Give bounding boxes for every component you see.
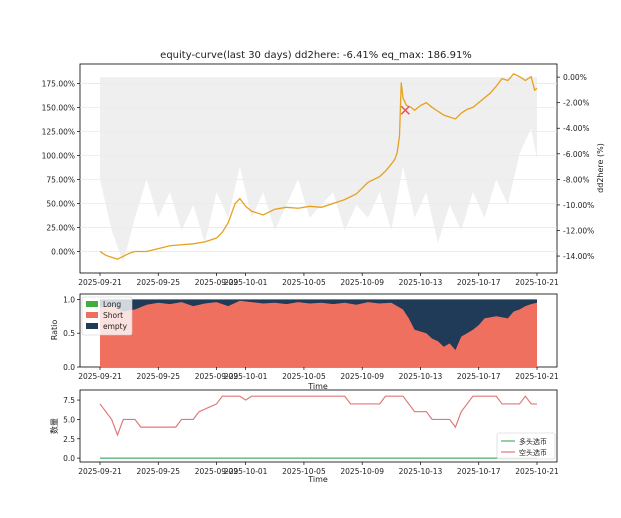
chart3-y-label: 数量 xyxy=(49,418,59,434)
x-tick-label: 2025-10-17 xyxy=(457,467,501,476)
x-tick-label: 2025-09-29 xyxy=(195,372,239,381)
legend-swatch xyxy=(86,301,98,307)
x-tick-label: 2025-10-09 xyxy=(340,278,384,287)
y-tick-label: 1.0 xyxy=(63,295,75,304)
chart1-equity-series xyxy=(99,72,538,260)
chart1-title: equity-curve(last 30 days) dd2here: -6.4… xyxy=(160,50,472,61)
x-tick-label: 2025-09-21 xyxy=(78,372,122,381)
y2-tick-label: -12.00% xyxy=(563,226,594,235)
x-tick-label: 2025-09-25 xyxy=(136,372,180,381)
y-tick-label: 50.00% xyxy=(46,199,75,208)
y-tick-label: 0.0 xyxy=(63,363,75,372)
y-tick-label: 175.00% xyxy=(42,79,75,88)
x-tick-label: 2025-10-05 xyxy=(282,278,326,287)
y-tick-label: 75.00% xyxy=(46,175,75,184)
x-tick-label: 2025-10-01 xyxy=(224,372,268,381)
series-line xyxy=(99,395,537,437)
chart2-y-ticks: 0.0 0.5 1.0 xyxy=(63,295,80,372)
x-tick-label: 2025-10-09 xyxy=(340,467,384,476)
y-tick-label: 100.00% xyxy=(42,151,75,160)
x-tick-label: 2025-10-13 xyxy=(399,467,443,476)
chart1-y2-label: dd2here (%) xyxy=(596,143,605,193)
x-tick-label: 2025-10-13 xyxy=(399,278,443,287)
y2-tick-label: -6.00% xyxy=(563,150,590,159)
x-tick-label: 2025-09-25 xyxy=(136,278,180,287)
legend-swatch xyxy=(86,323,98,329)
legend-label: Long xyxy=(103,300,121,309)
y2-tick-label: -2.00% xyxy=(563,99,590,108)
equity-line xyxy=(99,72,538,260)
chart1-drawdown-series xyxy=(100,77,537,263)
y-tick-label: 0.00% xyxy=(51,247,75,256)
x-tick-label: 2025-10-01 xyxy=(224,278,268,287)
y-tick-label: 125.00% xyxy=(42,127,75,136)
y2-tick-label: -8.00% xyxy=(563,175,590,184)
drawdown-area xyxy=(100,77,537,263)
x-tick-label: 2025-10-21 xyxy=(515,467,559,476)
x-tick-label: 2025-10-21 xyxy=(515,372,559,381)
y-tick-label: 7.5 xyxy=(63,396,75,405)
x-tick-label: 2025-10-21 xyxy=(515,278,559,287)
legend-swatch xyxy=(86,312,98,318)
chart3-x-label: Time xyxy=(307,475,328,484)
x-tick-label: 2025-09-21 xyxy=(78,278,122,287)
y-tick-label: 5.0 xyxy=(63,415,75,424)
chart2-legend: Long Short empty xyxy=(81,296,133,336)
x-tick-label: 2025-09-21 xyxy=(78,467,122,476)
y-tick-label: 0.0 xyxy=(63,454,75,463)
legend-label: empty xyxy=(103,322,128,331)
x-tick-label: 2025-09-29 xyxy=(195,278,239,287)
x-tick-label: 2025-10-05 xyxy=(282,467,326,476)
x-tick-label: 2025-09-29 xyxy=(195,467,239,476)
y-tick-label: 2.5 xyxy=(63,435,75,444)
chart1-y-ticks: 0.00% 25.00% 50.00% 75.00% 100.00% 125.00% 150… xyxy=(42,79,80,256)
y2-tick-label: 0.00% xyxy=(563,73,587,82)
short-area xyxy=(100,300,537,367)
chart2-x-label: Time xyxy=(307,382,328,391)
chart1-y2-ticks: 0.00% -2.00% -4.00% -6.00% -8.00% -10.00% -12.… xyxy=(557,73,594,261)
x-tick-label: 2025-09-25 xyxy=(136,467,180,476)
legend-label: 多头选币 xyxy=(519,437,547,446)
y-tick-label: 25.00% xyxy=(46,223,75,232)
x-tick-label: 2025-10-17 xyxy=(457,372,501,381)
chart1-x-ticks: 2025-09-21 2025-09-25 2025-09-292025-10-01… xyxy=(78,273,559,287)
x-tick-label: 2025-10-17 xyxy=(457,278,501,287)
chart1-frame xyxy=(79,63,558,274)
y2-tick-label: -4.00% xyxy=(563,124,590,133)
x-tick-label: 2025-10-13 xyxy=(399,372,443,381)
chart2-y-label: Ratio xyxy=(50,320,59,341)
chart3-x-ticks: 2025-09-21 2025-09-25 2025-09-292025-10-01… xyxy=(78,462,559,476)
y2-tick-label: -14.00% xyxy=(563,252,594,261)
chart3-series xyxy=(99,395,537,459)
x-tick-label: 2025-10-09 xyxy=(340,372,384,381)
chart3-y-ticks: 0.0 2.5 5.0 7.5 xyxy=(63,396,80,463)
y2-tick-label: -10.00% xyxy=(563,201,594,210)
chart2-area xyxy=(100,299,537,367)
legend-label: Short xyxy=(103,311,123,320)
legend-label: 空头选币 xyxy=(519,448,547,457)
y-tick-label: 150.00% xyxy=(42,103,75,112)
y-tick-label: 0.5 xyxy=(63,329,75,338)
x-tick-label: 2025-10-05 xyxy=(282,372,326,381)
chart2-x-ticks: 2025-09-21 2025-09-25 2025-09-292025-10-01… xyxy=(78,367,559,381)
chart3-frame xyxy=(79,389,558,463)
x-tick-label: 2025-10-01 xyxy=(224,467,268,476)
max-drawdown-marker xyxy=(400,105,410,115)
